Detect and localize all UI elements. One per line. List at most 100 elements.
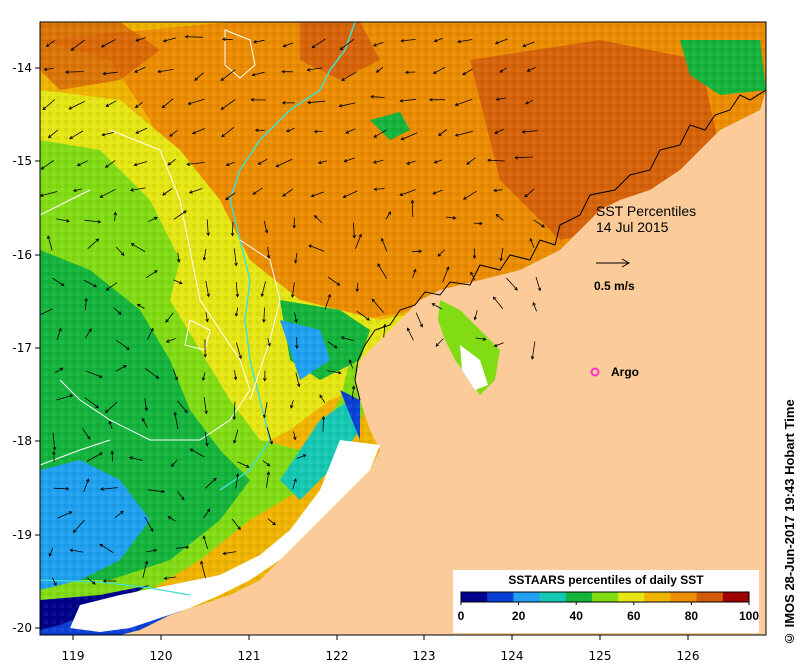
current-arrowhead bbox=[192, 130, 196, 135]
current-arrowhead bbox=[206, 232, 210, 237]
current-arrow bbox=[233, 429, 239, 444]
current-arrowhead bbox=[370, 94, 374, 99]
current-arrowhead bbox=[399, 192, 404, 197]
y-axis: -14 -15 -16 -17 -18 -19 -20 bbox=[12, 61, 40, 635]
current-arrow bbox=[205, 312, 208, 322]
current-arrowhead bbox=[419, 323, 423, 328]
colorbar-segment bbox=[565, 592, 593, 602]
current-arrowhead bbox=[266, 471, 271, 476]
current-arrowhead bbox=[342, 194, 347, 198]
current-arrowhead bbox=[499, 69, 504, 73]
current-arrowhead bbox=[341, 77, 345, 81]
colorbar-segment bbox=[487, 592, 514, 602]
current-arrow bbox=[54, 367, 64, 374]
current-arrow bbox=[533, 219, 545, 228]
current-arrow bbox=[73, 188, 83, 192]
current-arrowhead bbox=[235, 293, 240, 298]
current-arrow bbox=[221, 99, 236, 110]
contour-white-5 bbox=[40, 189, 91, 216]
current-arrow bbox=[44, 68, 54, 70]
current-arrowhead bbox=[438, 132, 442, 136]
current-arrow bbox=[339, 102, 356, 107]
current-arrow bbox=[433, 66, 446, 74]
current-arrow bbox=[134, 161, 148, 166]
current-arrow bbox=[204, 432, 208, 446]
isobath-line bbox=[219, 22, 356, 491]
current-arrowhead bbox=[233, 376, 238, 381]
current-arrow bbox=[190, 448, 205, 458]
current-arrowhead bbox=[93, 283, 98, 288]
current-arrow bbox=[373, 129, 387, 138]
current-arrowhead bbox=[68, 106, 73, 110]
current-arrow bbox=[114, 510, 124, 519]
current-arrowhead bbox=[432, 70, 437, 74]
current-arrowhead bbox=[310, 193, 315, 198]
current-arrowhead bbox=[366, 317, 370, 321]
current-arrow bbox=[495, 38, 508, 44]
current-arrow bbox=[130, 187, 146, 191]
current-arrow bbox=[400, 98, 416, 102]
current-arrowhead bbox=[437, 253, 442, 257]
current-arrow bbox=[204, 477, 217, 489]
current-arrow bbox=[233, 401, 236, 420]
contour-white-4 bbox=[224, 29, 256, 79]
current-arrowhead bbox=[101, 132, 106, 137]
argo-label: Argo bbox=[611, 365, 639, 379]
current-arrow bbox=[52, 577, 57, 586]
current-arrowhead bbox=[100, 487, 104, 491]
current-arrow bbox=[374, 188, 385, 190]
current-arrowhead bbox=[428, 97, 433, 102]
plot-frame bbox=[39, 21, 767, 636]
current-arrow bbox=[200, 561, 206, 579]
current-arrow bbox=[473, 222, 483, 225]
current-arrow bbox=[87, 238, 99, 250]
current-arrow bbox=[137, 303, 145, 309]
current-arrowhead bbox=[234, 313, 239, 317]
current-arrow bbox=[267, 246, 270, 259]
current-arrow bbox=[135, 101, 143, 108]
current-arrow bbox=[174, 412, 179, 430]
current-arrowhead bbox=[462, 71, 466, 76]
current-arrow bbox=[327, 341, 338, 349]
current-arrowhead bbox=[525, 101, 529, 105]
current-arrow bbox=[307, 67, 323, 71]
current-arrowhead bbox=[532, 301, 536, 306]
current-arrow bbox=[231, 518, 241, 530]
current-arrowhead bbox=[493, 343, 498, 347]
current-arrow bbox=[466, 157, 476, 165]
current-arrow bbox=[401, 132, 418, 140]
current-arrow bbox=[373, 159, 384, 164]
current-arrowhead bbox=[65, 486, 70, 491]
current-arrow bbox=[253, 39, 265, 43]
current-arrowhead bbox=[161, 489, 166, 494]
current-arrow bbox=[266, 471, 270, 488]
isobath-line-south bbox=[40, 579, 191, 596]
current-arrow bbox=[177, 491, 185, 500]
current-arrowhead bbox=[339, 46, 344, 51]
current-arrow bbox=[205, 280, 210, 297]
current-arrowhead bbox=[250, 98, 254, 102]
current-arrow bbox=[470, 272, 476, 281]
current-vectors bbox=[40, 34, 545, 587]
current-arrowhead bbox=[136, 303, 141, 308]
current-arrow bbox=[226, 161, 235, 166]
x-tick-label: 121 bbox=[238, 649, 261, 663]
current-arrowhead bbox=[165, 339, 170, 343]
current-arrow bbox=[53, 487, 69, 490]
current-arrowhead bbox=[162, 39, 167, 43]
x-tick-label: 124 bbox=[501, 649, 524, 663]
current-arrowhead bbox=[495, 213, 500, 218]
current-arrow bbox=[175, 546, 189, 549]
current-arrow bbox=[345, 128, 356, 134]
colorbar-segment bbox=[696, 592, 724, 602]
current-arrowhead bbox=[313, 129, 318, 134]
current-arrowhead bbox=[321, 415, 326, 420]
current-arrowhead bbox=[126, 346, 130, 350]
current-arrow bbox=[144, 516, 154, 532]
current-arrow bbox=[145, 270, 158, 279]
current-arrowhead bbox=[462, 196, 467, 200]
current-arrowhead bbox=[333, 345, 338, 349]
current-arrow bbox=[162, 98, 174, 109]
colorbar-segment bbox=[644, 592, 671, 602]
current-arrow bbox=[351, 386, 355, 401]
